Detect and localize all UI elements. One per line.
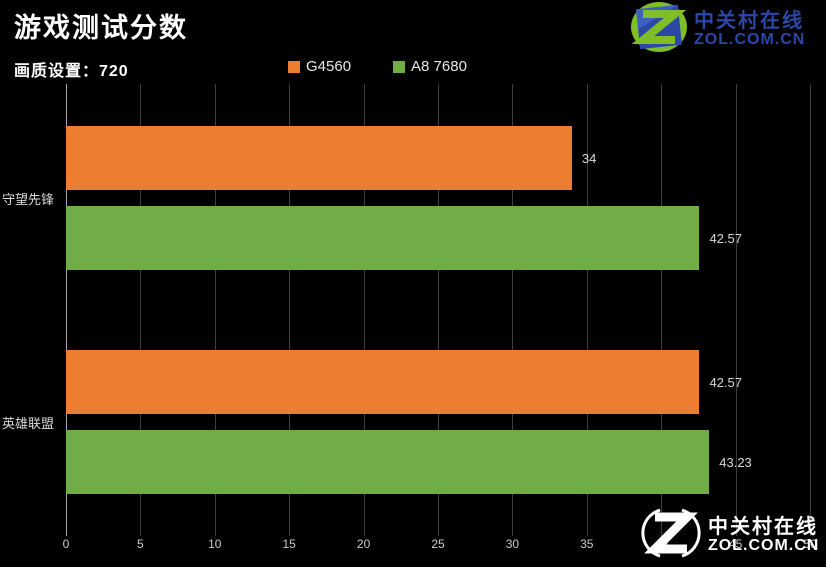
x-tick-label-35: 35 xyxy=(580,537,594,551)
x-tick-label-30: 30 xyxy=(505,537,520,551)
gridline-5 xyxy=(140,84,142,536)
chart-legend: G4560 A8 7680 xyxy=(288,58,467,75)
x-tick-label-15: 15 xyxy=(282,537,296,551)
legend-label-a8-7680: A8 7680 xyxy=(411,58,467,75)
zol-logo-bottom-zh: 中关村在线 xyxy=(708,515,818,538)
zol-logo-top: 中关村在线 ZOL.COM.CN xyxy=(630,1,805,58)
gridline-40 xyxy=(661,84,663,536)
legend-item-a8-7680: A8 7680 xyxy=(393,58,467,75)
category-label-守望先锋: 守望先锋 xyxy=(1,191,54,207)
legend-label-g4560: G4560 xyxy=(306,58,352,75)
bar-g4560-英雄联盟 xyxy=(66,350,700,414)
zol-logo-top-icon xyxy=(630,1,690,58)
legend-swatch-g4560 xyxy=(288,60,300,73)
x-tick-label-5: 5 xyxy=(137,537,144,551)
gridline-50 xyxy=(810,84,811,536)
x-tick-label-0: 0 xyxy=(62,537,70,551)
gridline-35 xyxy=(586,84,588,536)
bar-a8-7680-守望先锋 xyxy=(66,206,700,270)
bar-g4560-守望先锋 xyxy=(66,126,572,190)
zol-logo-bottom-text: 中关村在线 ZOL.COM.CN xyxy=(708,515,820,555)
page-title: 游戏测试分数 xyxy=(14,13,188,43)
zol-logo-top-zh: 中关村在线 xyxy=(694,9,804,32)
gridline-15 xyxy=(289,84,291,536)
x-tick-label-50: 50 xyxy=(803,537,817,551)
gridline-25 xyxy=(438,84,439,536)
category-label-英雄联盟: 英雄联盟 xyxy=(1,415,54,431)
legend-item-g4560: G4560 xyxy=(288,58,351,75)
bar-value-label: 42.57 xyxy=(709,374,742,390)
bar-value-label: 42.57 xyxy=(709,230,742,246)
zol-logo-top-en: ZOL.COM.CN xyxy=(694,30,806,48)
bar-value-label: 34 xyxy=(581,150,597,166)
gridline-30 xyxy=(512,84,514,536)
bar-a8-7680-英雄联盟 xyxy=(66,430,710,494)
x-tick-label-45: 45 xyxy=(728,537,743,551)
chart-subtitle: 画质设置：720 xyxy=(14,63,129,80)
bar-value-label: 43.23 xyxy=(719,454,752,470)
x-tick-label-25: 25 xyxy=(431,537,445,551)
y-axis-line xyxy=(66,84,67,536)
zol-logo-top-text: 中关村在线 ZOL.COM.CN xyxy=(694,9,806,49)
x-tick-label-10: 10 xyxy=(208,537,222,551)
zol-logo-bottom: 中关村在线 ZOL.COM.CN xyxy=(638,505,819,566)
legend-swatch-a8-7680 xyxy=(393,60,406,73)
zol-logo-bottom-icon xyxy=(638,505,704,566)
gridline-45 xyxy=(735,84,737,536)
gridline-20 xyxy=(363,84,365,536)
gridline-10 xyxy=(214,84,216,536)
x-tick-label-20: 20 xyxy=(356,537,371,551)
zol-logo-bottom-en: ZOL.COM.CN xyxy=(708,536,820,554)
